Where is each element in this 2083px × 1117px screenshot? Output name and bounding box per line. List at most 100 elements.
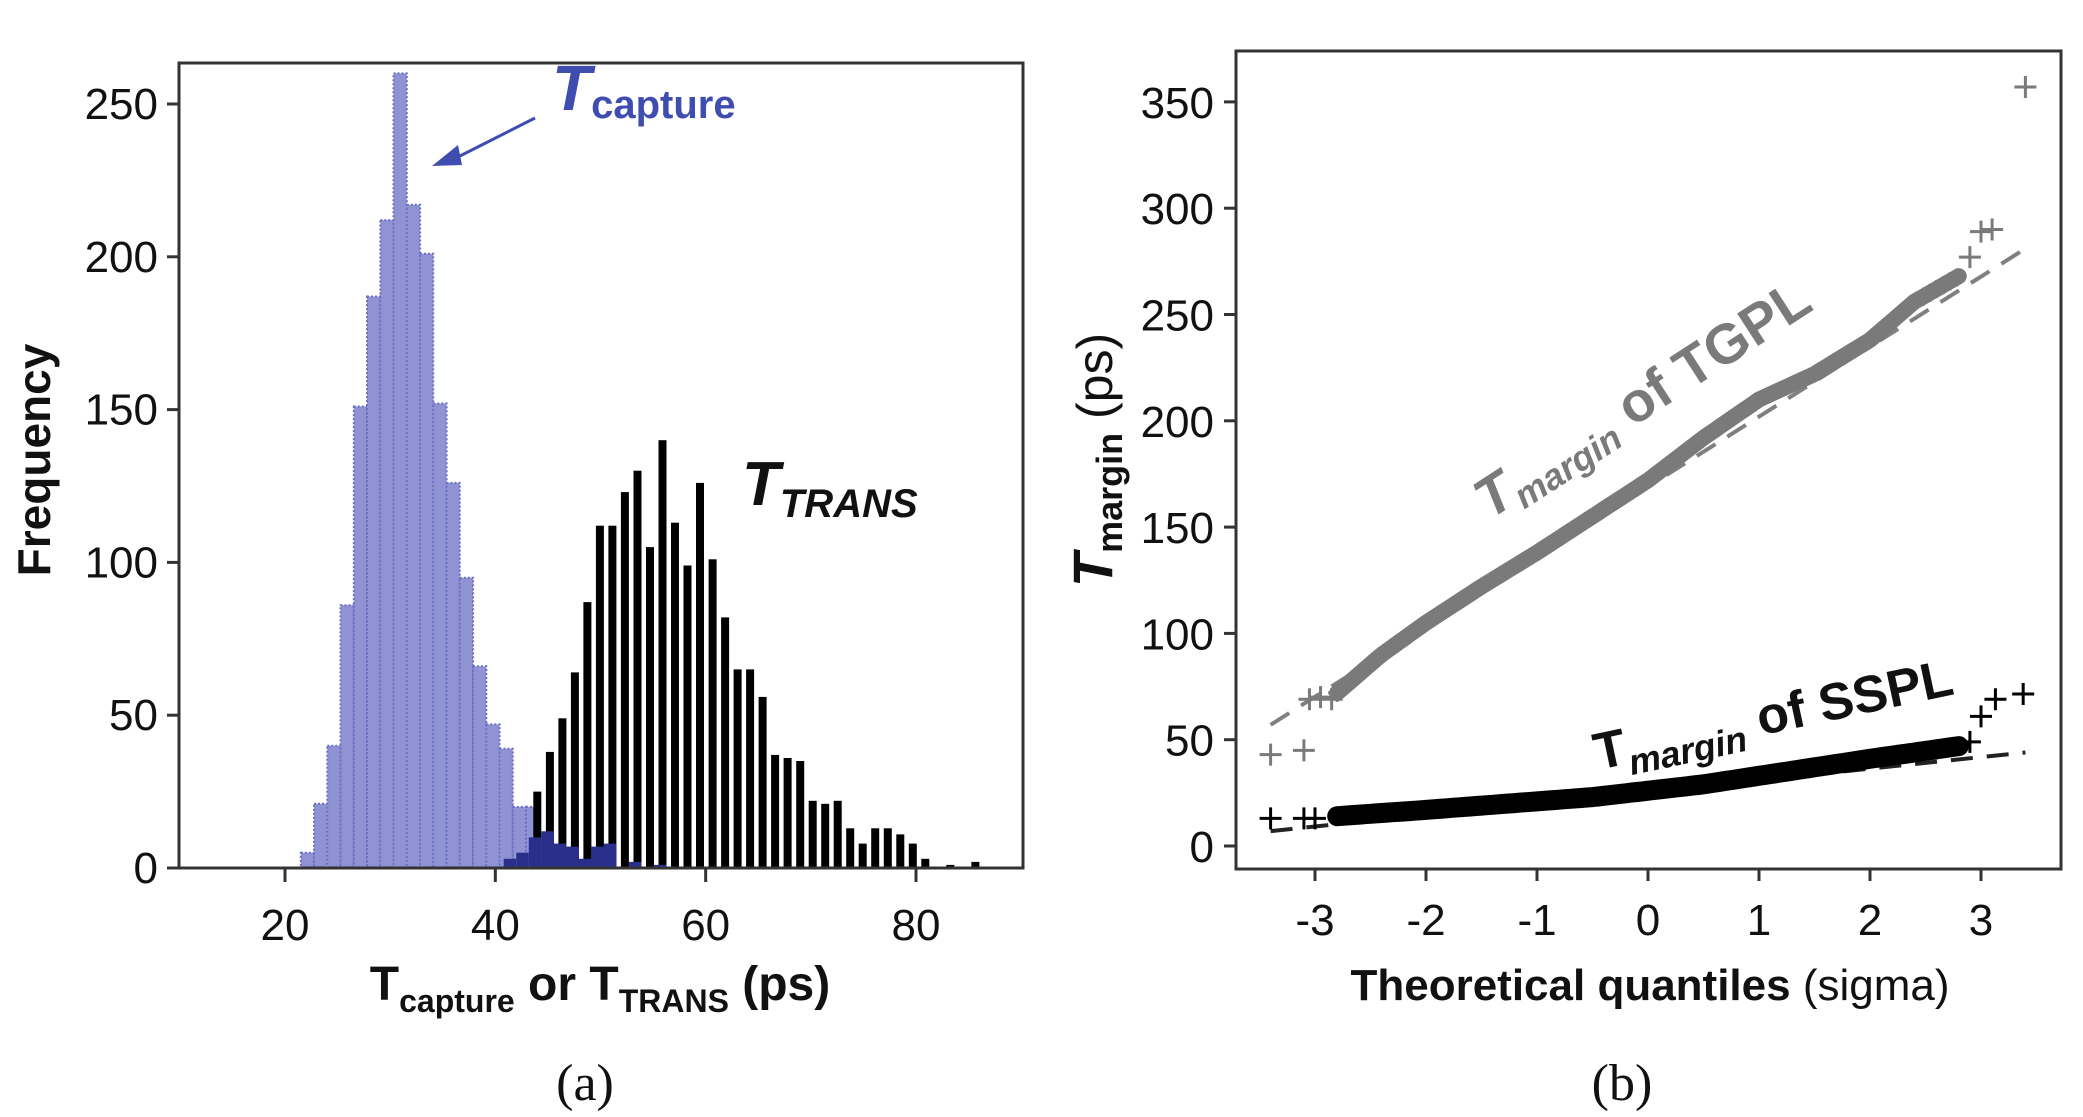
tgpl-point xyxy=(1947,268,1966,287)
tgpl-outlier xyxy=(1981,218,2004,241)
overlap-bar-12 xyxy=(653,864,667,868)
tcapture-bar-5 xyxy=(366,295,382,869)
overlap-bar-7 xyxy=(591,846,604,868)
annotation-arrow-head xyxy=(432,145,462,166)
ttrans-bar-28 xyxy=(883,828,892,868)
sspl-outlier xyxy=(1970,705,1992,728)
ttrans-bar-13 xyxy=(696,482,704,868)
tcapture-bar-4 xyxy=(352,405,369,869)
y-tick-label-a: 100 xyxy=(85,538,158,587)
tcapture-annotation: Tcapture xyxy=(432,52,736,166)
sspl-outlier xyxy=(1304,807,1326,830)
tcapture-bar-15 xyxy=(498,747,514,869)
ttrans-bar-10 xyxy=(658,440,667,868)
ttrans-bar-22 xyxy=(808,800,817,868)
x-axis-title-a: Tcapture or TTRANS (ps) xyxy=(370,958,830,1019)
ttrans-bar-21 xyxy=(796,761,805,868)
ttrans-bar-24 xyxy=(833,800,842,868)
y-tick-label-b: 200 xyxy=(1141,398,1214,447)
x-tick-label-b: -1 xyxy=(1517,896,1556,945)
tgpl-outlier xyxy=(1298,688,1321,711)
y-tick-label-b: 300 xyxy=(1141,185,1214,234)
y-axis-title-a: Frequency xyxy=(8,343,60,576)
y-tick-label-a: 50 xyxy=(109,691,158,740)
tgpl-outlier xyxy=(1320,688,1343,711)
ttrans-bar-9 xyxy=(646,547,654,868)
tgpl-outlier xyxy=(2014,76,2037,99)
ttrans-bar-25 xyxy=(846,828,855,868)
ttrans-bar-12 xyxy=(683,565,692,868)
x-tick-label-a: 80 xyxy=(892,901,941,950)
tcapture-bar-3 xyxy=(339,604,355,869)
tcapture-bar-8 xyxy=(405,203,422,870)
y-tick-label-b: 250 xyxy=(1141,292,1214,341)
tcapture-bar-9 xyxy=(419,252,435,869)
tgpl-band xyxy=(1329,268,1967,701)
tgpl-outlier xyxy=(1970,220,1992,243)
tcapture-bar-12 xyxy=(458,576,475,869)
y-axis-title-b: Tmargin (ps) xyxy=(1061,333,1130,587)
y-axis-ticks-b: 0 50 100 150 200 250 300 350 xyxy=(1141,79,1236,872)
ttrans-bar-5 xyxy=(595,525,604,868)
ttrans-bar-11 xyxy=(671,522,679,868)
ttrans-bar-19 xyxy=(771,754,780,868)
ttrans-bar-29 xyxy=(896,834,905,868)
y-tick-label-b: 150 xyxy=(1141,504,1214,553)
x-axis-ticks-a: 20 40 60 80 xyxy=(261,868,941,950)
tgpl-point xyxy=(1381,639,1400,658)
x-tick-label-a: 40 xyxy=(471,901,520,950)
tcapture-bar-7 xyxy=(392,72,408,869)
ttrans-bar-26 xyxy=(858,843,867,868)
ttrans-bar-1 xyxy=(545,751,554,868)
y-tick-label-b: 100 xyxy=(1141,610,1214,659)
x-tick-label-b: 2 xyxy=(1858,896,1882,945)
overlap-bar-3 xyxy=(541,831,554,868)
y-tick-label-a: 200 xyxy=(85,233,158,282)
x-tick-label-b: 0 xyxy=(1636,896,1660,945)
tcapture-bar-13 xyxy=(472,665,488,869)
histogram-panel: 0 50 100 150 200 250 20 40 60 80 Frequency Tcapt… xyxy=(8,52,1025,1112)
tcapture-bar-1 xyxy=(313,802,329,869)
overlap-bar-0 xyxy=(503,858,517,868)
ttrans-bar-18 xyxy=(758,696,767,868)
sspl-outlier xyxy=(1984,688,2007,711)
x-axis-title-b: Theoretical quantiles (sigma) xyxy=(1350,961,1949,1010)
tcapture-bars xyxy=(299,72,541,870)
tgpl-outlier xyxy=(1309,686,1332,709)
annotation-arrow-line xyxy=(451,116,536,162)
x-tick-label-b: -2 xyxy=(1406,896,1445,945)
overlap-bars xyxy=(503,831,667,868)
tcapture-bar-11 xyxy=(445,481,461,869)
ttrans-bar-4 xyxy=(583,602,592,868)
ttrans-bar-16 xyxy=(733,669,742,868)
ttrans-bar-35 xyxy=(971,861,980,868)
tcapture-bar-2 xyxy=(326,744,342,869)
ttrans-bar-31 xyxy=(921,858,930,868)
caption-b: (b) xyxy=(1592,1055,1653,1112)
x-axis-ticks-b: -3 -2 -1 0 1 2 3 xyxy=(1295,869,1993,945)
x-tick-label-b: 1 xyxy=(1747,896,1771,945)
tcapture-bar-0 xyxy=(299,851,316,870)
y-tick-label-a: 150 xyxy=(85,386,158,435)
tcapture-bar-14 xyxy=(485,723,501,870)
tcapture-bar-10 xyxy=(432,402,448,869)
ttrans-bar-33 xyxy=(946,864,955,868)
ttrans-bar-2 xyxy=(558,718,567,868)
ttrans-bar-27 xyxy=(871,828,880,868)
ttrans-bar-20 xyxy=(783,758,792,868)
overlap-bar-1 xyxy=(516,852,529,868)
ttrans-bar-0 xyxy=(533,791,542,868)
y-tick-label-b: 350 xyxy=(1141,79,1214,128)
tgpl-points xyxy=(1259,76,2037,766)
ttrans-bar-7 xyxy=(620,492,629,868)
y-tick-label-b: 0 xyxy=(1190,823,1214,872)
ttrans-bar-30 xyxy=(908,843,917,868)
tcapture-bar-6 xyxy=(379,219,395,870)
overlap-bar-4 xyxy=(553,843,567,868)
tcapture-label: Tcapture xyxy=(552,52,736,127)
overlap-bar-10 xyxy=(628,861,642,868)
overlap-bar-6 xyxy=(578,858,592,868)
caption-a: (a) xyxy=(556,1055,614,1112)
y-tick-label-a: 0 xyxy=(134,844,158,893)
sspl-outlier xyxy=(1259,807,1282,830)
